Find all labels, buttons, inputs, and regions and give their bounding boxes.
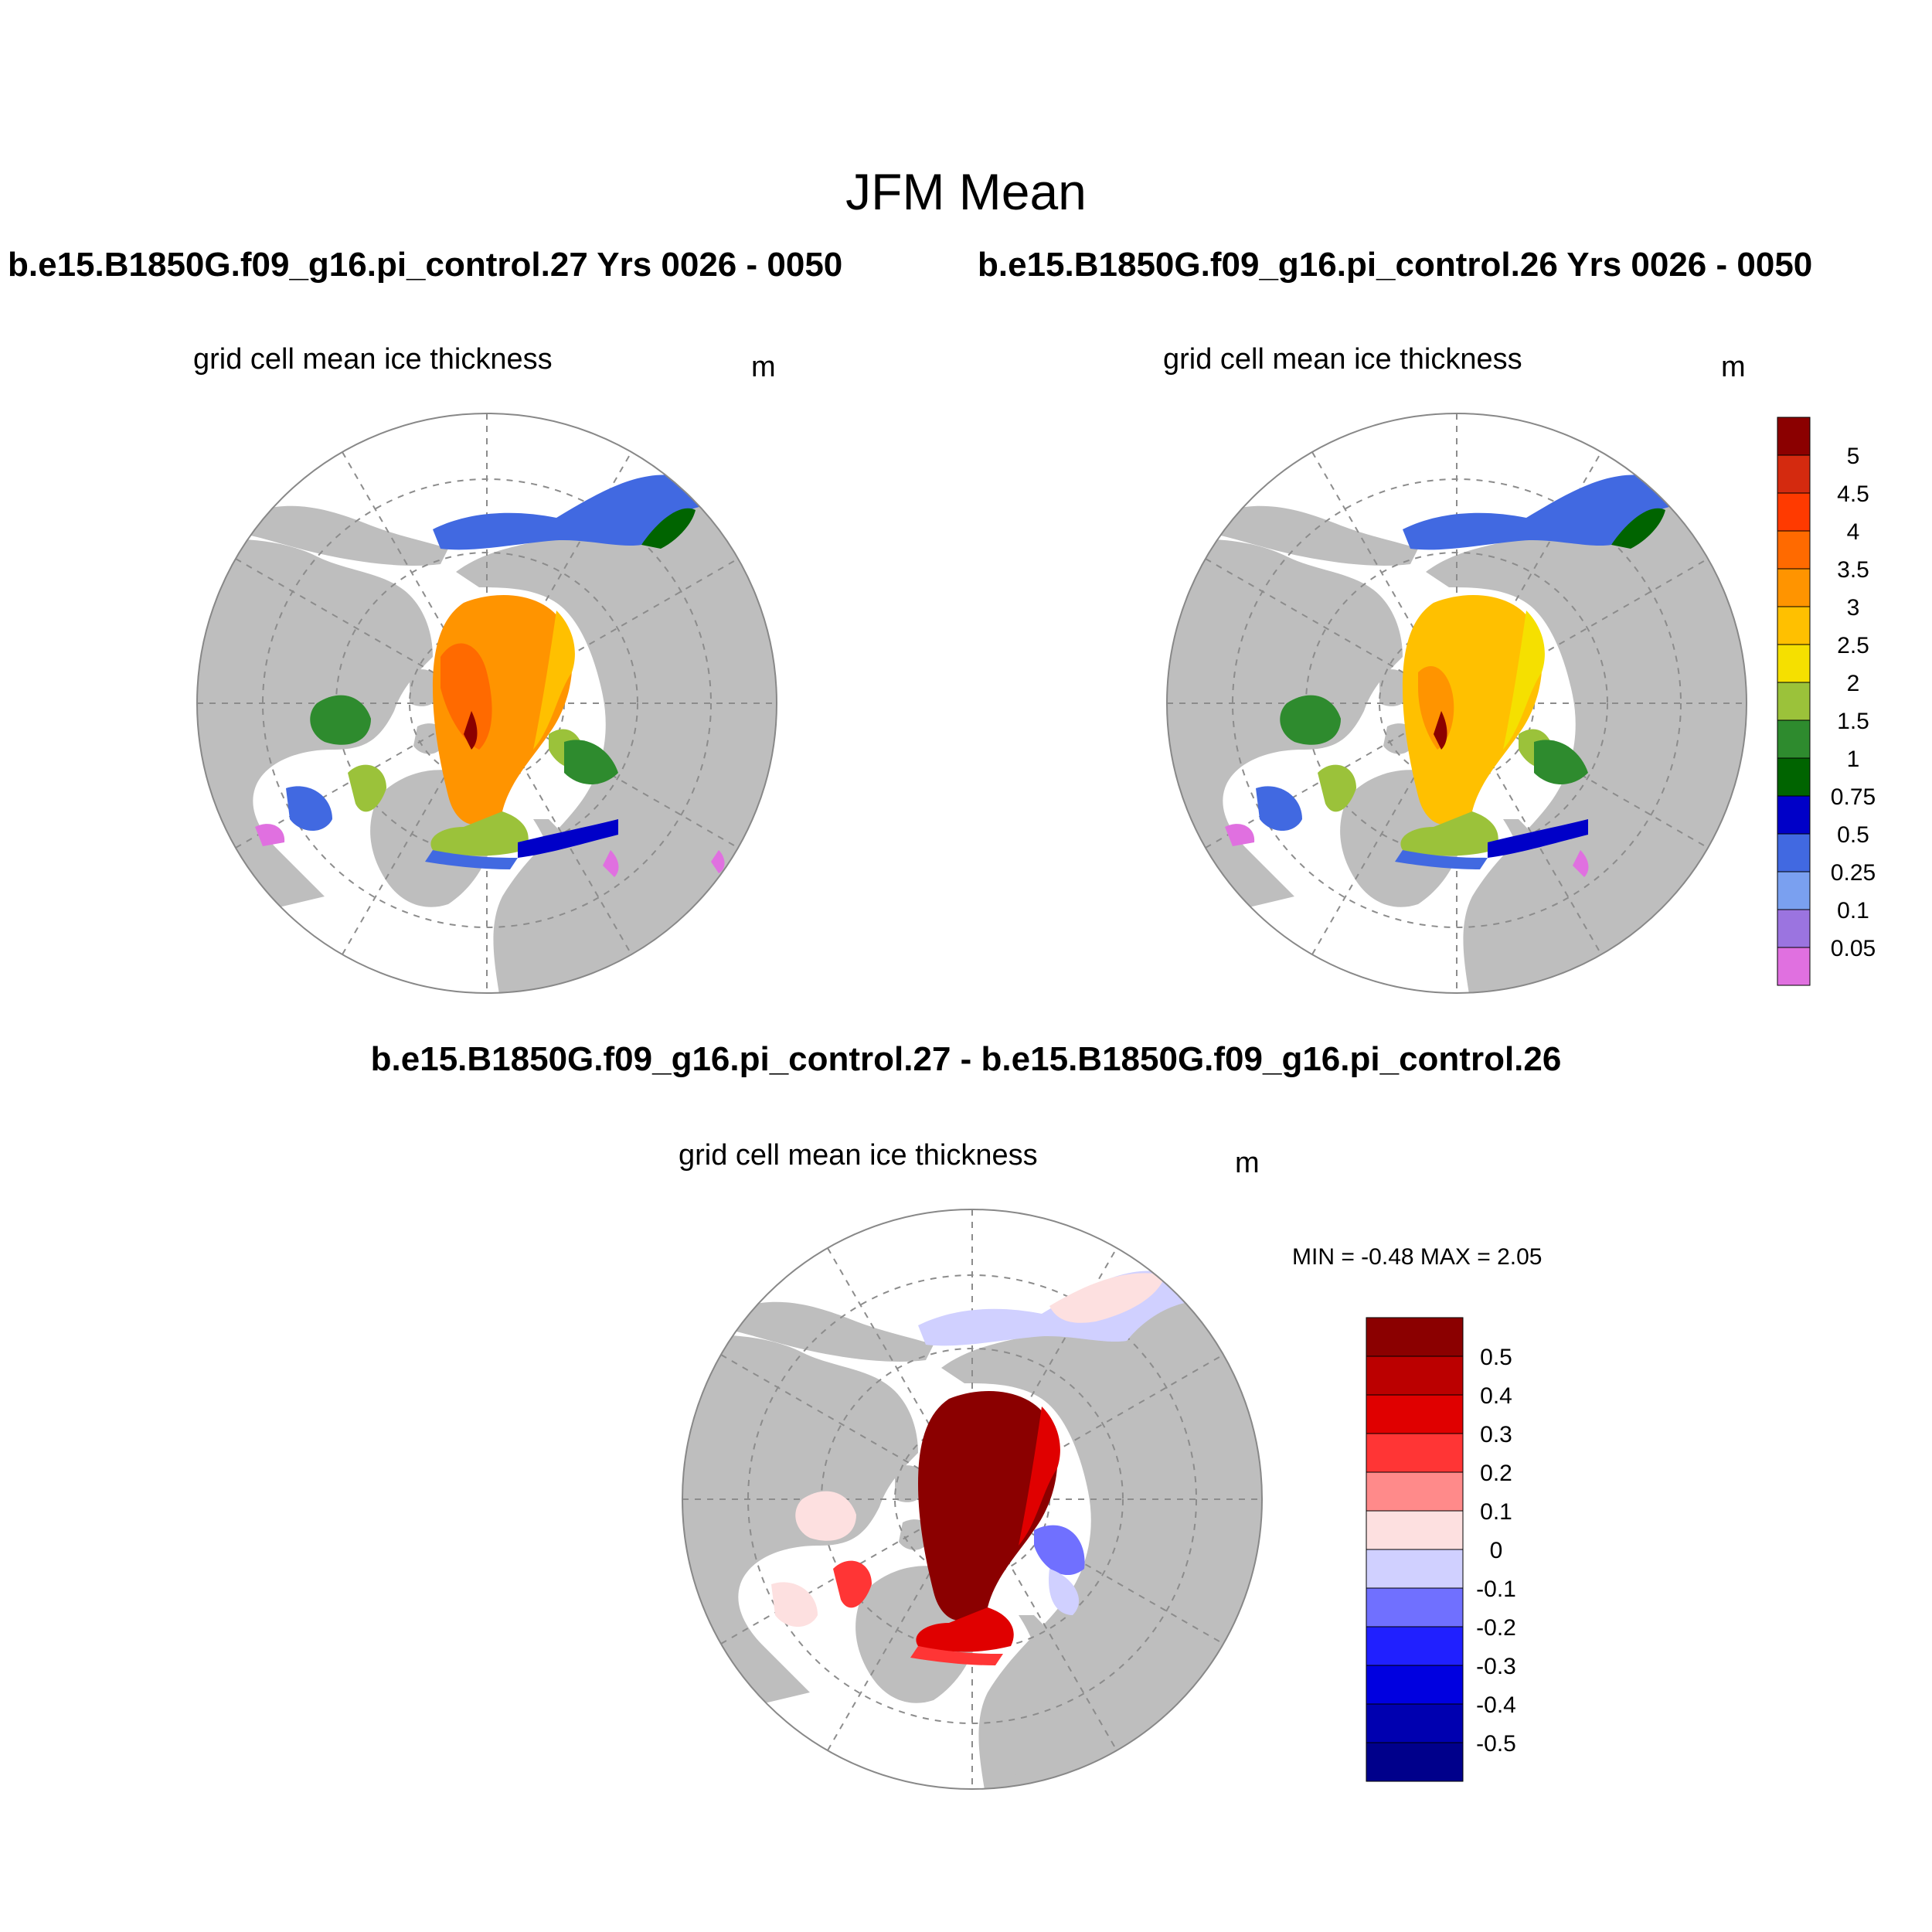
- right-units-label: m: [1721, 351, 1746, 383]
- colorbar-swatch: [1777, 644, 1811, 683]
- left-units-label: m: [751, 351, 776, 383]
- colorbar-label: 0: [1490, 1538, 1503, 1563]
- colorbar-swatch: [1366, 1355, 1464, 1396]
- min-max-label: MIN = -0.48 MAX = 2.05: [1292, 1244, 1543, 1270]
- colorbar-swatch: [1777, 871, 1811, 910]
- left-variable-label: grid cell mean ice thickness: [193, 343, 553, 376]
- colorbar-swatch: [1777, 568, 1811, 607]
- colorbar-label: 4: [1847, 519, 1860, 545]
- left-polar-map: [193, 413, 781, 997]
- colorbar-swatch: [1366, 1471, 1464, 1512]
- colorbar-swatch: [1366, 1742, 1464, 1782]
- colorbar-label: -0.4: [1476, 1692, 1516, 1718]
- colorbar-label: 0.75: [1831, 784, 1876, 810]
- right-variable-label: grid cell mean ice thickness: [1163, 343, 1522, 376]
- colorbar-label: -0.3: [1476, 1654, 1516, 1679]
- colorbar-swatch: [1777, 795, 1811, 835]
- thickness-colorbar: 5 4.5 4 3.5 3 2.5 2 1.5 1 0.75 0.5 0.25 0.1 0.05: [1777, 417, 1876, 986]
- difference-field: [771, 1270, 1191, 1665]
- colorbar-label: -0.2: [1476, 1615, 1516, 1641]
- diff-variable-label: grid cell mean ice thickness: [679, 1139, 1038, 1172]
- colorbar-label: 0.1: [1480, 1499, 1512, 1525]
- difference-polar-map: [679, 1209, 1266, 1793]
- colorbar-swatch: [1777, 606, 1811, 645]
- colorbar-label: 3.5: [1837, 557, 1869, 583]
- left-run-title: b.e15.B1850G.f09_g16.pi_control.27 Yrs 0…: [8, 246, 843, 284]
- colorbar-swatch: [1777, 682, 1811, 721]
- colorbar-swatch: [1366, 1549, 1464, 1589]
- colorbar-swatch: [1366, 1587, 1464, 1628]
- colorbar-label: -0.5: [1476, 1731, 1516, 1757]
- right-run-title: b.e15.B1850G.f09_g16.pi_control.26 Yrs 0…: [978, 246, 1813, 284]
- colorbar-swatch: [1777, 909, 1811, 948]
- right-polar-map: [1163, 413, 1750, 997]
- colorbar-label: 0.2: [1480, 1461, 1512, 1486]
- colorbar-swatch: [1777, 833, 1811, 872]
- colorbar-label: -0.1: [1476, 1577, 1516, 1602]
- colorbar-label: 1: [1847, 747, 1860, 772]
- colorbar-label: 0.5: [1837, 822, 1869, 848]
- colorbar-label: 0.5: [1480, 1345, 1512, 1370]
- colorbar-swatch: [1366, 1394, 1464, 1434]
- colorbar-swatch: [1777, 947, 1811, 986]
- colorbar-swatch: [1777, 719, 1811, 759]
- colorbar-swatch: [1777, 454, 1811, 494]
- colorbar-swatch: [1366, 1317, 1464, 1357]
- colorbar-swatch: [1366, 1626, 1464, 1666]
- colorbar-label: 2: [1847, 671, 1860, 696]
- colorbar-swatch: [1777, 757, 1811, 797]
- colorbar-label: 3: [1847, 595, 1860, 621]
- right-ice-field: [1225, 474, 1689, 877]
- colorbar-label: 1.5: [1837, 709, 1869, 734]
- colorbar-label: 4.5: [1837, 481, 1869, 507]
- colorbar-swatch: [1366, 1703, 1464, 1743]
- colorbar-label: 0.05: [1831, 936, 1876, 961]
- diff-units-label: m: [1235, 1147, 1260, 1179]
- colorbar-label: 0.25: [1831, 860, 1876, 886]
- colorbar-label: 5: [1847, 444, 1860, 469]
- colorbar-swatch: [1777, 492, 1811, 532]
- difference-colorbar: 0.5 0.4 0.3 0.2 0.1 0 -0.1 -0.2 -0.3 -0.4 -0.5: [1366, 1317, 1516, 1782]
- colorbar-label: 0.1: [1837, 898, 1869, 923]
- left-ice-field: [255, 474, 725, 877]
- colorbar-swatch: [1366, 1665, 1464, 1705]
- colorbar-label: 0.3: [1480, 1422, 1512, 1447]
- colorbar-label: 2.5: [1837, 633, 1869, 658]
- difference-title: b.e15.B1850G.f09_g16.pi_control.27 - b.e…: [370, 1040, 1562, 1078]
- colorbar-swatch: [1777, 417, 1811, 456]
- colorbar-label: 0.4: [1480, 1383, 1512, 1409]
- colorbar-swatch: [1366, 1510, 1464, 1550]
- main-title: JFM Mean: [845, 163, 1087, 220]
- colorbar-swatch: [1366, 1433, 1464, 1473]
- colorbar-swatch: [1777, 530, 1811, 570]
